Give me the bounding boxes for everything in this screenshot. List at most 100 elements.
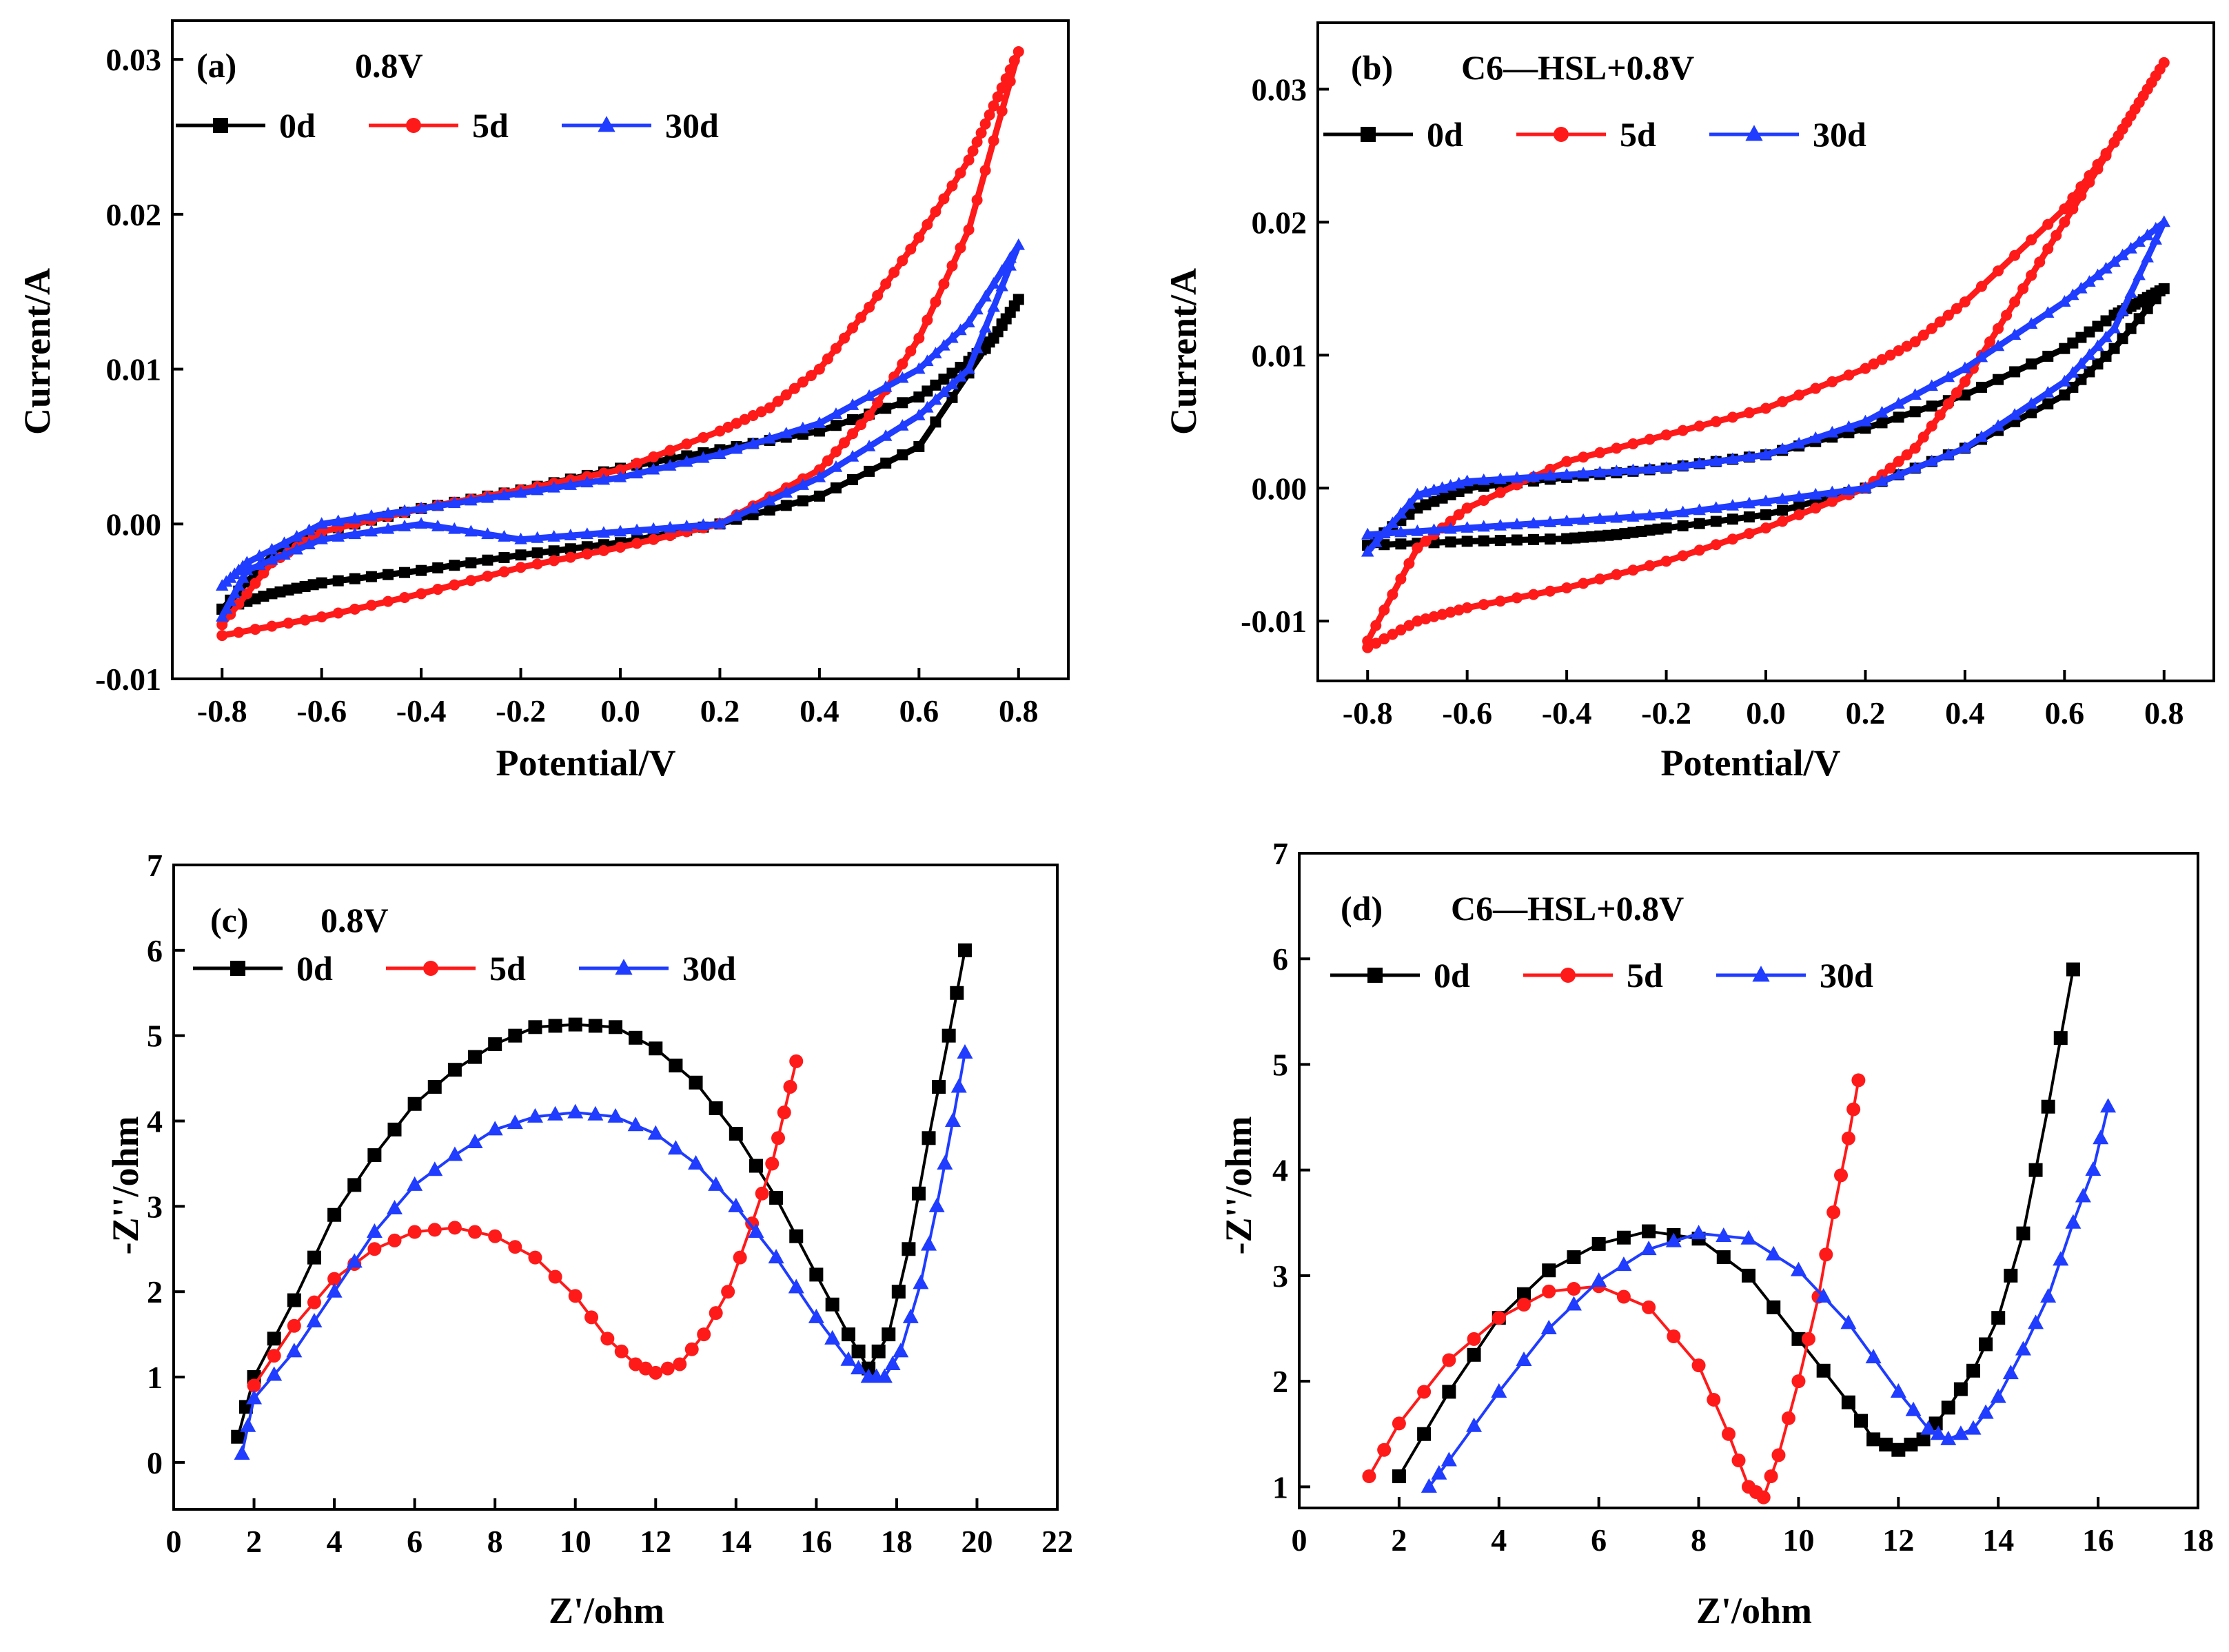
data-point bbox=[2067, 192, 2079, 204]
data-point bbox=[465, 557, 477, 569]
data-point bbox=[2053, 1031, 2068, 1046]
legend-item-30d: 30d bbox=[1716, 956, 1873, 995]
data-point bbox=[1610, 511, 1623, 523]
data-point bbox=[286, 1343, 303, 1358]
data-point bbox=[1361, 527, 1374, 540]
x-tick-label: 2 bbox=[1391, 1522, 1407, 1558]
data-point bbox=[1926, 323, 1937, 334]
data-point bbox=[547, 480, 560, 493]
data-point bbox=[1726, 498, 1740, 511]
panel-label: (b) bbox=[1351, 48, 1393, 87]
series-5d bbox=[1362, 1073, 1866, 1505]
x-tick-label: 14 bbox=[720, 1524, 752, 1559]
legend-label: 30d bbox=[682, 949, 736, 988]
data-point bbox=[680, 520, 693, 531]
data-point bbox=[1991, 419, 2005, 431]
data-point bbox=[1394, 525, 1407, 538]
x-tick-label: 0.0 bbox=[1746, 695, 1786, 731]
data-point bbox=[962, 362, 975, 374]
x-tick-label: 8 bbox=[1691, 1522, 1707, 1558]
data-point bbox=[2108, 321, 2121, 334]
data-point bbox=[287, 1293, 301, 1307]
data-point bbox=[1975, 430, 1988, 442]
data-point bbox=[1841, 1395, 1855, 1409]
data-point bbox=[664, 520, 677, 533]
data-point bbox=[2100, 1098, 2117, 1113]
data-point bbox=[1966, 1363, 1980, 1378]
data-point bbox=[879, 380, 893, 392]
data-point bbox=[398, 520, 411, 531]
data-point bbox=[796, 421, 810, 434]
data-point bbox=[1851, 1073, 1866, 1088]
data-point bbox=[1453, 486, 1465, 498]
data-point bbox=[1726, 452, 1740, 465]
data-point bbox=[508, 1028, 522, 1043]
data-point bbox=[1793, 389, 1805, 401]
data-point bbox=[748, 1223, 764, 1238]
data-point bbox=[680, 455, 693, 467]
legend-item-0d: 0d bbox=[193, 949, 333, 988]
data-point bbox=[987, 277, 1000, 289]
data-point bbox=[1576, 513, 1590, 525]
data-point bbox=[789, 1054, 804, 1068]
data-point bbox=[1727, 411, 1738, 423]
data-point bbox=[465, 524, 478, 537]
data-point bbox=[2133, 313, 2145, 325]
data-point bbox=[531, 558, 543, 570]
data-point bbox=[1492, 1311, 1506, 1325]
data-point bbox=[1394, 507, 1407, 519]
series-line bbox=[241, 1052, 966, 1454]
data-point bbox=[1578, 531, 1589, 543]
data-point bbox=[876, 1368, 893, 1383]
data-point bbox=[987, 300, 1000, 312]
data-point bbox=[250, 624, 261, 635]
data-point bbox=[630, 467, 644, 479]
data-point bbox=[913, 362, 926, 374]
x-axis-label: Z'/ohm bbox=[1696, 1590, 1812, 1631]
data-point bbox=[1378, 526, 1391, 538]
data-point bbox=[2026, 269, 2037, 281]
data-point bbox=[220, 602, 233, 614]
data-point bbox=[2009, 249, 2021, 261]
data-point bbox=[688, 1154, 704, 1170]
data-point bbox=[1560, 467, 1574, 480]
data-point bbox=[1436, 492, 1448, 504]
data-point bbox=[2065, 1214, 2082, 1229]
x-tick-label: 0.6 bbox=[2045, 695, 2085, 731]
data-point bbox=[713, 517, 726, 529]
data-point bbox=[528, 1020, 542, 1034]
data-point bbox=[755, 406, 767, 418]
data-point bbox=[498, 551, 510, 563]
data-point bbox=[929, 347, 942, 358]
data-point bbox=[1543, 516, 1557, 527]
data-point bbox=[2059, 343, 2070, 354]
x-tick-label: 0.4 bbox=[1945, 695, 1985, 731]
data-point bbox=[1990, 1388, 2006, 1403]
data-point bbox=[600, 1332, 615, 1346]
data-point bbox=[1510, 518, 1524, 530]
data-point bbox=[1676, 459, 1689, 471]
series-5d bbox=[1362, 57, 2170, 653]
data-point bbox=[548, 555, 560, 567]
data-point bbox=[813, 363, 825, 375]
data-point bbox=[2042, 306, 2055, 318]
data-point bbox=[1591, 1236, 1606, 1251]
data-point bbox=[970, 341, 984, 354]
data-point bbox=[1467, 1332, 1481, 1346]
data-point bbox=[1619, 528, 1631, 540]
data-point bbox=[448, 496, 461, 509]
data-point bbox=[1953, 1382, 1968, 1396]
data-point bbox=[216, 619, 228, 631]
data-point bbox=[829, 460, 843, 472]
data-point bbox=[467, 1133, 483, 1148]
data-point bbox=[407, 1176, 423, 1191]
data-point bbox=[950, 986, 964, 1000]
data-point bbox=[2099, 261, 2113, 274]
data-point bbox=[1815, 1288, 1832, 1303]
data-point bbox=[507, 1114, 523, 1130]
data-point bbox=[241, 588, 253, 600]
data-point bbox=[1445, 516, 1456, 527]
data-point bbox=[326, 1283, 343, 1298]
data-point bbox=[1560, 514, 1574, 527]
data-point bbox=[1466, 1417, 1483, 1432]
